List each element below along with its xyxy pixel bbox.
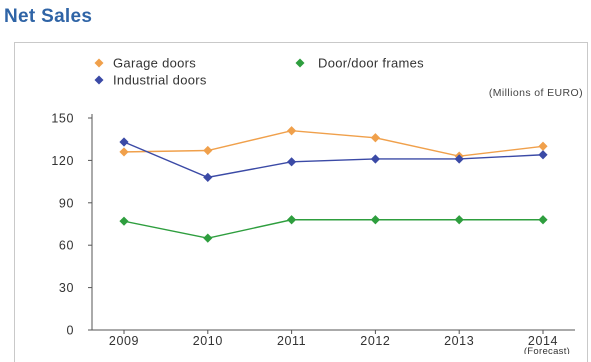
line-chart: 0 30 60 90 120 150 2009 2010 2011 2012 2013 2014(Fo…	[51, 56, 583, 355]
y-tick-label: 30	[59, 281, 74, 295]
data-point	[370, 133, 380, 143]
y-tick-label: 90	[59, 196, 74, 210]
x-tick-label: 2012	[360, 334, 390, 348]
data-point	[119, 137, 129, 147]
data-point	[287, 126, 297, 136]
data-point	[370, 215, 380, 225]
y-tick-label: 150	[51, 112, 74, 126]
x-tick-label: 2014	[528, 334, 558, 348]
series-line	[123, 130, 544, 157]
data-point	[454, 215, 464, 225]
data-point	[203, 172, 213, 182]
y-tick-label: 60	[59, 239, 74, 253]
page-title: Net Sales	[4, 6, 93, 27]
data-point	[119, 216, 129, 226]
legend-marker	[94, 75, 104, 85]
data-point	[287, 215, 297, 225]
legend-label: Industrial doors	[113, 73, 207, 88]
series-line	[123, 141, 544, 179]
data-point	[119, 147, 129, 157]
y-tick-label: 120	[51, 154, 74, 168]
unit-label: (Millions of EURO)	[489, 87, 583, 99]
legend-label: Door/door frames	[318, 56, 424, 71]
x-tick-label: 2009	[109, 334, 139, 348]
x-tick-label: 2013	[444, 334, 474, 348]
data-point	[370, 154, 380, 164]
x-tick-sublabel: (Forecast)	[524, 346, 570, 354]
legend-marker	[295, 58, 305, 68]
data-point	[203, 145, 213, 156]
data-point	[203, 233, 213, 243]
data-point	[454, 154, 464, 164]
data-point	[538, 215, 548, 225]
legend-marker	[94, 58, 104, 68]
data-point	[538, 150, 548, 160]
legend-label: Garage doors	[113, 56, 196, 71]
series-line	[123, 219, 543, 239]
x-tick-label: 2010	[193, 334, 223, 348]
y-tick-label: 0	[66, 324, 74, 338]
x-tick-label: 2011	[277, 334, 306, 348]
chart-frame	[14, 42, 588, 362]
data-point	[538, 141, 548, 151]
data-point	[287, 157, 297, 167]
